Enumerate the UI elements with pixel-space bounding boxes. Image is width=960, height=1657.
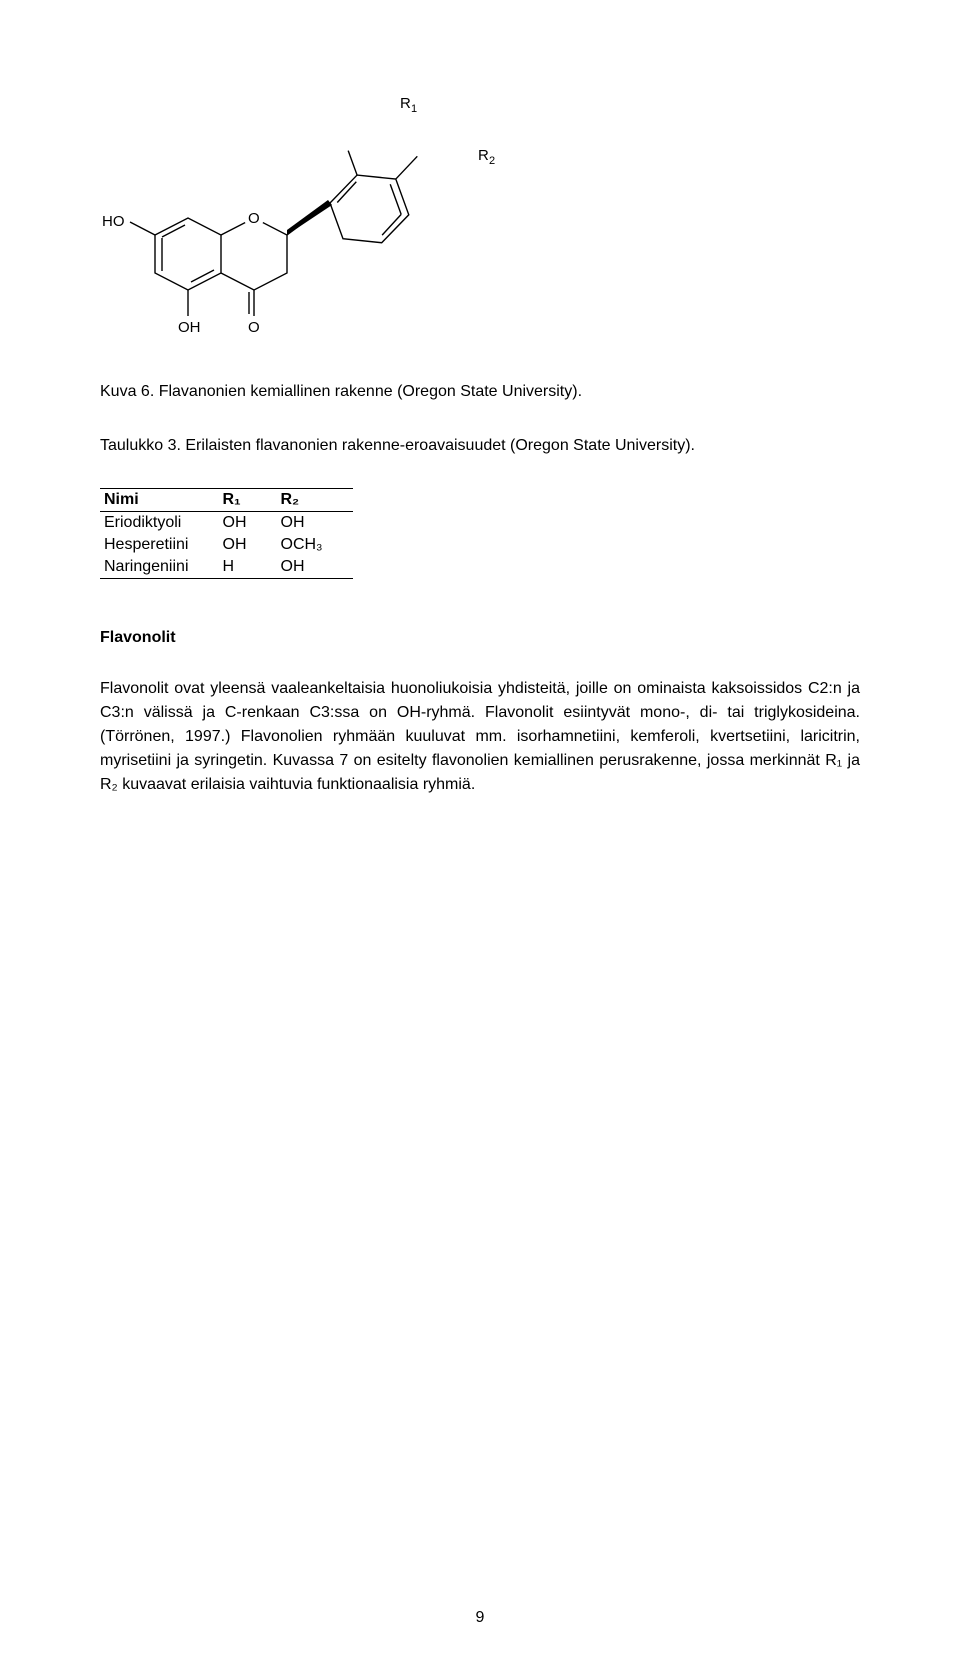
table-header-row: Nimi R₁ R₂	[100, 489, 353, 512]
flavanone-table: Nimi R₁ R₂ Eriodiktyoli OH OH Hesperetii…	[100, 488, 353, 579]
svg-text:R: R	[478, 147, 489, 164]
table-row: Naringeniini H OH	[100, 556, 353, 579]
col-header: R₁	[219, 489, 277, 512]
svg-text:2: 2	[489, 155, 495, 167]
col-header: R₂	[277, 489, 353, 512]
col-header: Nimi	[100, 489, 219, 512]
svg-text:R: R	[400, 95, 411, 112]
svg-text:OH: OH	[178, 319, 201, 336]
svg-text:O: O	[248, 319, 260, 336]
svg-text:HO: HO	[102, 213, 125, 230]
table-row: Eriodiktyoli OH OH	[100, 512, 353, 535]
table-row: Hesperetiini OH OCH₃	[100, 534, 353, 556]
page: HO OH O O	[0, 0, 960, 1657]
section-title: Flavonolit	[100, 629, 860, 647]
table-caption: Taulukko 3. Erilaisten flavanonien raken…	[100, 434, 860, 458]
page-number: 9	[0, 1609, 960, 1627]
svg-text:1: 1	[411, 103, 417, 115]
flavanone-structure-svg: HO OH O O	[100, 60, 580, 340]
figure-caption: Kuva 6. Flavanonien kemiallinen rakenne …	[100, 380, 860, 404]
body-paragraph: Flavonolit ovat yleensä vaaleankeltaisia…	[100, 677, 860, 797]
chemical-structure: HO OH O O	[100, 60, 860, 340]
svg-text:O: O	[248, 210, 260, 227]
